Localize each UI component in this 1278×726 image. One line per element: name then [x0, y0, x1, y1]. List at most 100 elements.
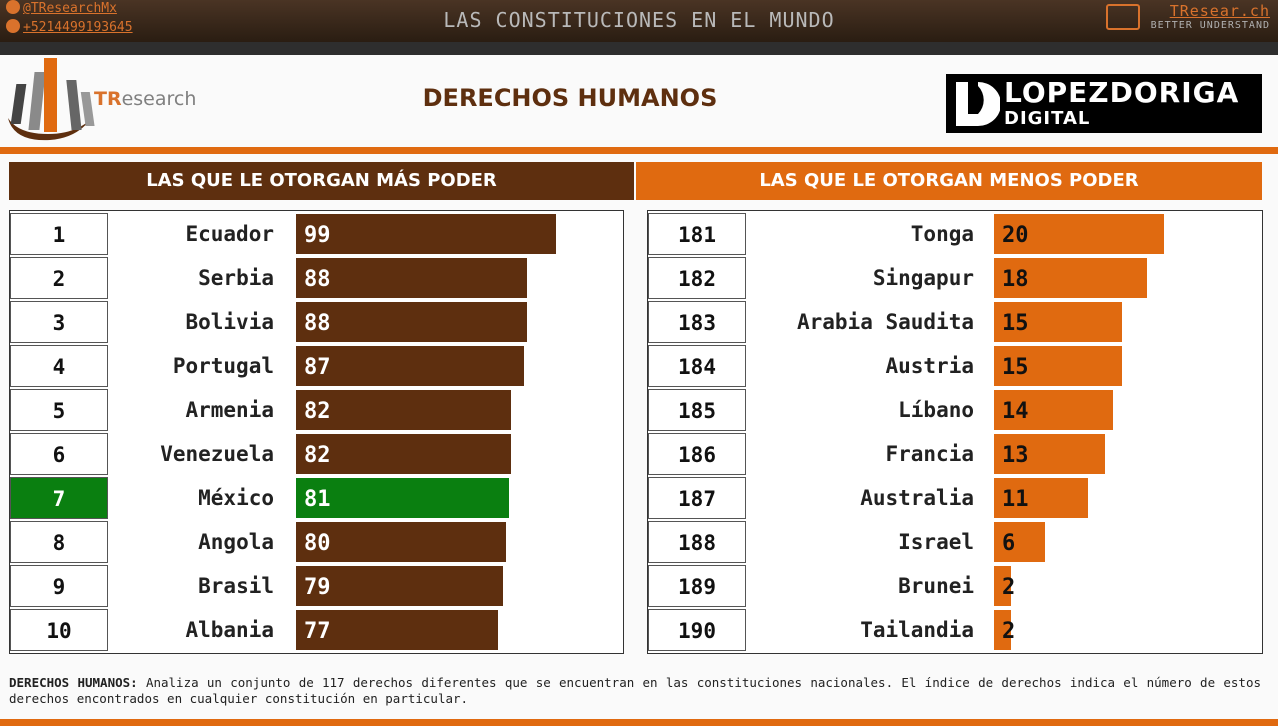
- value-label: 13: [1002, 443, 1029, 468]
- bar: [296, 434, 512, 474]
- value-label: 99: [304, 223, 331, 248]
- value-label: 15: [1002, 311, 1029, 336]
- bar: [296, 346, 525, 386]
- rank-label: 183: [648, 301, 746, 343]
- whatsapp-link[interactable]: +5214499193645: [6, 19, 133, 35]
- bar: [296, 478, 509, 518]
- rank-label: 184: [648, 345, 746, 387]
- bar: [994, 302, 1122, 342]
- bar: [296, 214, 556, 254]
- bar: [296, 258, 528, 298]
- whatsapp-icon: [6, 19, 20, 33]
- country-label: Tonga: [910, 222, 974, 246]
- most-power-chart: 1 Ecuador 99 2 Serbia 88 3 Bolivia 88 4 Portugal 87…: [9, 210, 624, 654]
- footnote: DERECHOS HUMANOS: Analiza un conjunto de…: [9, 675, 1261, 706]
- bar: [994, 214, 1164, 254]
- country-label: Brunei: [898, 574, 974, 598]
- main-title: DERECHOS HUMANOS: [422, 84, 718, 112]
- country-label: Angola: [198, 530, 274, 554]
- rank-label: 2: [10, 257, 108, 299]
- value-label: 81: [304, 487, 331, 512]
- country-label: Bolivia: [185, 310, 274, 334]
- rank-label: 185: [648, 389, 746, 431]
- value-label: 82: [304, 399, 331, 424]
- country-label: Armenia: [185, 398, 274, 422]
- tresearch-logo-icon: [8, 58, 95, 141]
- country-label: Singapur: [872, 266, 974, 290]
- value-label: 2: [1002, 619, 1016, 644]
- bar: [994, 390, 1113, 430]
- rank-label: 182: [648, 257, 746, 299]
- country-label: Francia: [885, 442, 974, 466]
- bar: [994, 610, 1011, 650]
- web-search-icon: [1106, 4, 1140, 30]
- bar: [994, 478, 1088, 518]
- bar: [994, 346, 1122, 386]
- twitter-icon: [6, 0, 20, 14]
- rank-label: 8: [10, 521, 108, 563]
- top-bar-strip: [0, 42, 1278, 55]
- rank-label: 7: [10, 477, 108, 519]
- country-label: Albania: [185, 618, 274, 642]
- rank-label: 1: [10, 213, 108, 255]
- value-label: 6: [1002, 531, 1016, 556]
- value-label: 11: [1002, 487, 1029, 512]
- country-label: México: [198, 486, 274, 510]
- value-label: 18: [1002, 267, 1029, 292]
- value-label: 88: [304, 311, 331, 336]
- country-label: Arabia Saudita: [796, 310, 974, 334]
- value-label: 77: [304, 619, 331, 644]
- value-label: 80: [304, 531, 331, 556]
- lopezdoriga-mark-icon: [956, 82, 1000, 126]
- rank-label: 190: [648, 609, 746, 651]
- bar: [994, 566, 1011, 606]
- country-label: Brasil: [198, 574, 274, 598]
- least-power-chart: 181 Tonga 20 182 Singapur 18 183 Arabia Saudita…: [647, 210, 1263, 654]
- rank-label: 10: [10, 609, 108, 651]
- rank-label: 9: [10, 565, 108, 607]
- value-label: 88: [304, 267, 331, 292]
- rank-label: 186: [648, 433, 746, 475]
- bar: [296, 522, 507, 562]
- bar: [296, 302, 528, 342]
- rank-label: 6: [10, 433, 108, 475]
- bottom-divider: [0, 719, 1278, 726]
- web-link-block[interactable]: TResear.ch BETTER UNDERSTAND: [1151, 2, 1270, 31]
- bar: [296, 566, 504, 606]
- country-label: Líbano: [898, 398, 974, 422]
- bar: [994, 522, 1045, 562]
- value-label: 14: [1002, 399, 1029, 424]
- country-label: Ecuador: [185, 222, 274, 246]
- bar: [296, 390, 512, 430]
- country-label: Tailandia: [860, 618, 974, 642]
- value-label: 15: [1002, 355, 1029, 380]
- country-label: Serbia: [198, 266, 274, 290]
- twitter-link[interactable]: @TResearchMx: [6, 0, 117, 16]
- rank-label: 189: [648, 565, 746, 607]
- tresearch-brand: TResearch: [94, 88, 197, 110]
- bar: [296, 610, 499, 650]
- country-label: Austria: [885, 354, 974, 378]
- right-panel-title: LAS QUE LE OTORGAN MENOS PODER: [636, 162, 1262, 200]
- left-panel-title: LAS QUE LE OTORGAN MÁS PODER: [9, 162, 634, 200]
- rank-label: 5: [10, 389, 108, 431]
- bar: [994, 258, 1147, 298]
- top-bar: [0, 0, 1278, 42]
- rank-label: 181: [648, 213, 746, 255]
- value-label: 20: [1002, 223, 1029, 248]
- bar: [994, 434, 1105, 474]
- orange-divider: [0, 147, 1278, 154]
- rank-label: 187: [648, 477, 746, 519]
- value-label: 79: [304, 575, 331, 600]
- lopezdoriga-logo: LOPEZDORIGA DIGITAL: [946, 74, 1262, 133]
- country-label: Venezuela: [160, 442, 274, 466]
- value-label: 2: [1002, 575, 1016, 600]
- rank-label: 188: [648, 521, 746, 563]
- top-title: LAS CONSTITUCIONES EN EL MUNDO: [443, 8, 835, 32]
- web-tagline: BETTER UNDERSTAND: [1150, 20, 1270, 31]
- rank-label: 3: [10, 301, 108, 343]
- web-link[interactable]: TResear.ch: [1169, 2, 1270, 20]
- value-label: 82: [304, 443, 331, 468]
- value-label: 87: [304, 355, 331, 380]
- country-label: Israel: [898, 530, 974, 554]
